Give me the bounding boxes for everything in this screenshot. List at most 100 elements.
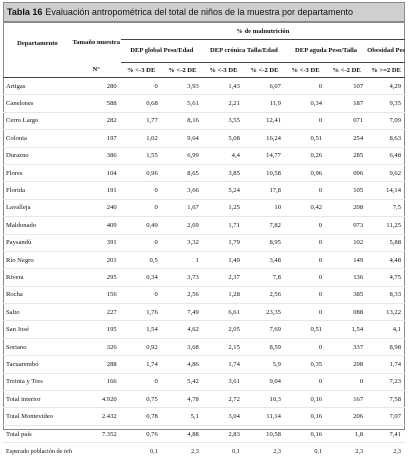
table-row: Total país 7.352 0,76 4,88 2,83 10,58 0,16 1,8 7… xyxy=(3,425,405,444)
table-title: Evaluación antropométrica del total de n… xyxy=(45,7,354,17)
cell-acute-2: 337 xyxy=(326,338,368,357)
cell-acute-3: 0,34 xyxy=(284,94,327,113)
table-row: Florida 191 0 3,66 5,24 17,8 0 105 14,14 xyxy=(3,181,405,200)
cell-department: Maldonado xyxy=(3,216,72,235)
cell-chronic-3: 2,15 xyxy=(202,338,244,357)
cell-chronic-2: 2,3 xyxy=(243,442,285,460)
cell-global-2: 5,42 xyxy=(161,373,203,392)
cell-chronic-3: 1,49 xyxy=(202,251,244,270)
cell-global-2: 4,88 xyxy=(161,425,203,444)
cell-global-3: 1,77 xyxy=(120,112,162,131)
header-department: Departamento xyxy=(17,39,58,47)
subheader-n: N° xyxy=(71,62,121,78)
cell-department: Artigas xyxy=(3,77,72,96)
subheader-global-2: % <-2 DE xyxy=(161,62,203,78)
cell-chronic-2: 5,9 xyxy=(243,355,285,374)
cell-global-2: 5,1 xyxy=(161,407,203,426)
cell-global-3: 0 xyxy=(120,286,162,305)
cell-department: Flores xyxy=(3,164,72,183)
cell-acute-3: 0,35 xyxy=(284,355,327,374)
cell-sample-size: 391 xyxy=(71,234,121,252)
table-row: Tacuarembó 288 1,74 4,86 1,74 5,9 0,35 208 1,74 xyxy=(3,355,405,374)
cell-acute-2: 107 xyxy=(326,77,368,96)
cell-department: Rivera xyxy=(3,268,72,287)
table-number: Tabla 16 xyxy=(7,7,43,17)
cell-chronic-2: 8,59 xyxy=(243,338,285,357)
cell-obesity: 7,5 xyxy=(367,199,405,218)
table-row: Flores 104 0,96 8,65 3,85 10,58 0,96 096 9,62 xyxy=(3,164,405,183)
table-row: Total Montevideo 2.432 0,78 5,1 3,04 11,14 0,1… xyxy=(3,407,405,426)
cell-global-2: 9,64 xyxy=(161,129,203,148)
cell-global-2: 8,65 xyxy=(161,164,203,183)
cell-global-2: 3,73 xyxy=(161,268,203,287)
cell-chronic-3: 2,05 xyxy=(202,320,244,339)
cell-acute-3: 0 xyxy=(284,286,327,305)
cell-chronic-3: 5,24 xyxy=(202,181,244,200)
header-malnutrition: % de malnutrición xyxy=(120,24,405,40)
cell-acute-2: 1,54 xyxy=(326,320,368,339)
cell-chronic-2: 8,95 xyxy=(243,234,285,252)
cell-acute-2: 187 xyxy=(326,94,368,113)
cell-acute-3: 0,16 xyxy=(284,390,327,409)
cell-acute-3: 0 xyxy=(284,338,327,357)
cell-global-3: 0,75 xyxy=(120,390,162,409)
cell-acute-3: 0 xyxy=(284,112,327,131)
cell-obesity: 6,48 xyxy=(367,147,405,165)
cell-global-3: 0 xyxy=(120,181,162,200)
cell-global-2: 6,99 xyxy=(161,147,203,165)
cell-global-3: 1,02 xyxy=(120,129,162,148)
cell-acute-2: 0 xyxy=(326,373,368,392)
cell-obesity: 8,33 xyxy=(367,286,405,305)
cell-acute-2: 208 xyxy=(326,199,368,218)
cell-obesity: 1,74 xyxy=(367,355,405,374)
cell-acute-2: 206 xyxy=(326,407,368,426)
cell-global-2: 1 xyxy=(161,251,203,270)
subheader-acute-3: % <-3 DE xyxy=(284,62,327,78)
cell-obesity: 4,75 xyxy=(367,268,405,287)
cell-chronic-3: 5,08 xyxy=(202,129,244,148)
cell-sample-size: 104 xyxy=(71,164,121,183)
table-row: Soriano 326 0,92 3,68 2,15 8,59 0 337 8,98 xyxy=(3,338,405,357)
cell-obesity: 4,48 xyxy=(367,251,405,270)
cell-chronic-2: 11,14 xyxy=(243,407,285,426)
cell-global-2: 7,49 xyxy=(161,303,203,322)
cell-chronic-3: 2,72 xyxy=(202,390,244,409)
cell-global-3: 1,54 xyxy=(120,320,162,339)
cell-acute-3: 0,16 xyxy=(284,425,327,444)
cell-sample-size: 4.920 xyxy=(71,390,121,409)
cell-chronic-3: 0,1 xyxy=(202,442,244,460)
cell-sample-size: 166 xyxy=(71,373,121,392)
table-row: Treinta y Tres 166 0 5,42 3,61 9,04 0 0 7,23 xyxy=(3,373,405,392)
cell-global-3: 0,1 xyxy=(120,442,162,460)
cell-global-3: 1,74 xyxy=(120,355,162,374)
table-row: Cerro Largo 282 1,77 8,16 3,55 12,41 0 071 7,09 xyxy=(3,112,405,131)
cell-department: Salto xyxy=(3,303,72,322)
header-group-acute: DEP aguda Peso/Talla xyxy=(284,39,368,63)
cell-chronic-3: 1,79 xyxy=(202,234,244,252)
cell-chronic-3: 3,61 xyxy=(202,373,244,392)
cell-obesity: 4,1 xyxy=(367,320,405,339)
cell-sample-size: 201 xyxy=(71,251,121,270)
cell-acute-2: 096 xyxy=(326,164,368,183)
cell-acute-3: 0,26 xyxy=(284,147,327,165)
cell-department: Río Negro xyxy=(3,251,72,270)
header-group-chronic: DEP crónica Talla/Edad xyxy=(202,39,285,63)
cell-acute-3: 0 xyxy=(284,234,327,252)
cell-obesity: 5,88 xyxy=(367,234,405,252)
cell-global-2: 1,67 xyxy=(161,199,203,218)
header-group-obesity: Obesidad Peso/Talla xyxy=(367,39,405,63)
cell-department: Rocha xyxy=(3,286,72,305)
table-row: Canelones 588 0,68 5,61 2,21 11,9 0,34 187 9,35 xyxy=(3,94,405,113)
cell-acute-2: 149 xyxy=(326,251,368,270)
cell-chronic-2: 3,48 xyxy=(243,251,285,270)
cell-global-3: 0,49 xyxy=(120,216,162,235)
cell-chronic-2: 10,3 xyxy=(243,390,285,409)
cell-department: San José xyxy=(3,320,72,339)
cell-chronic-2: 10 xyxy=(243,199,285,218)
table-row: Durazno 386 1,55 6,99 4,4 14,77 0,26 285 6,48 xyxy=(3,147,405,165)
cell-department: Colonia xyxy=(3,129,72,148)
cell-chronic-2: 10,58 xyxy=(243,425,285,444)
cell-department: Durazno xyxy=(3,147,72,165)
cell-acute-2: 167 xyxy=(326,390,368,409)
cell-acute-3: 0 xyxy=(284,77,327,96)
